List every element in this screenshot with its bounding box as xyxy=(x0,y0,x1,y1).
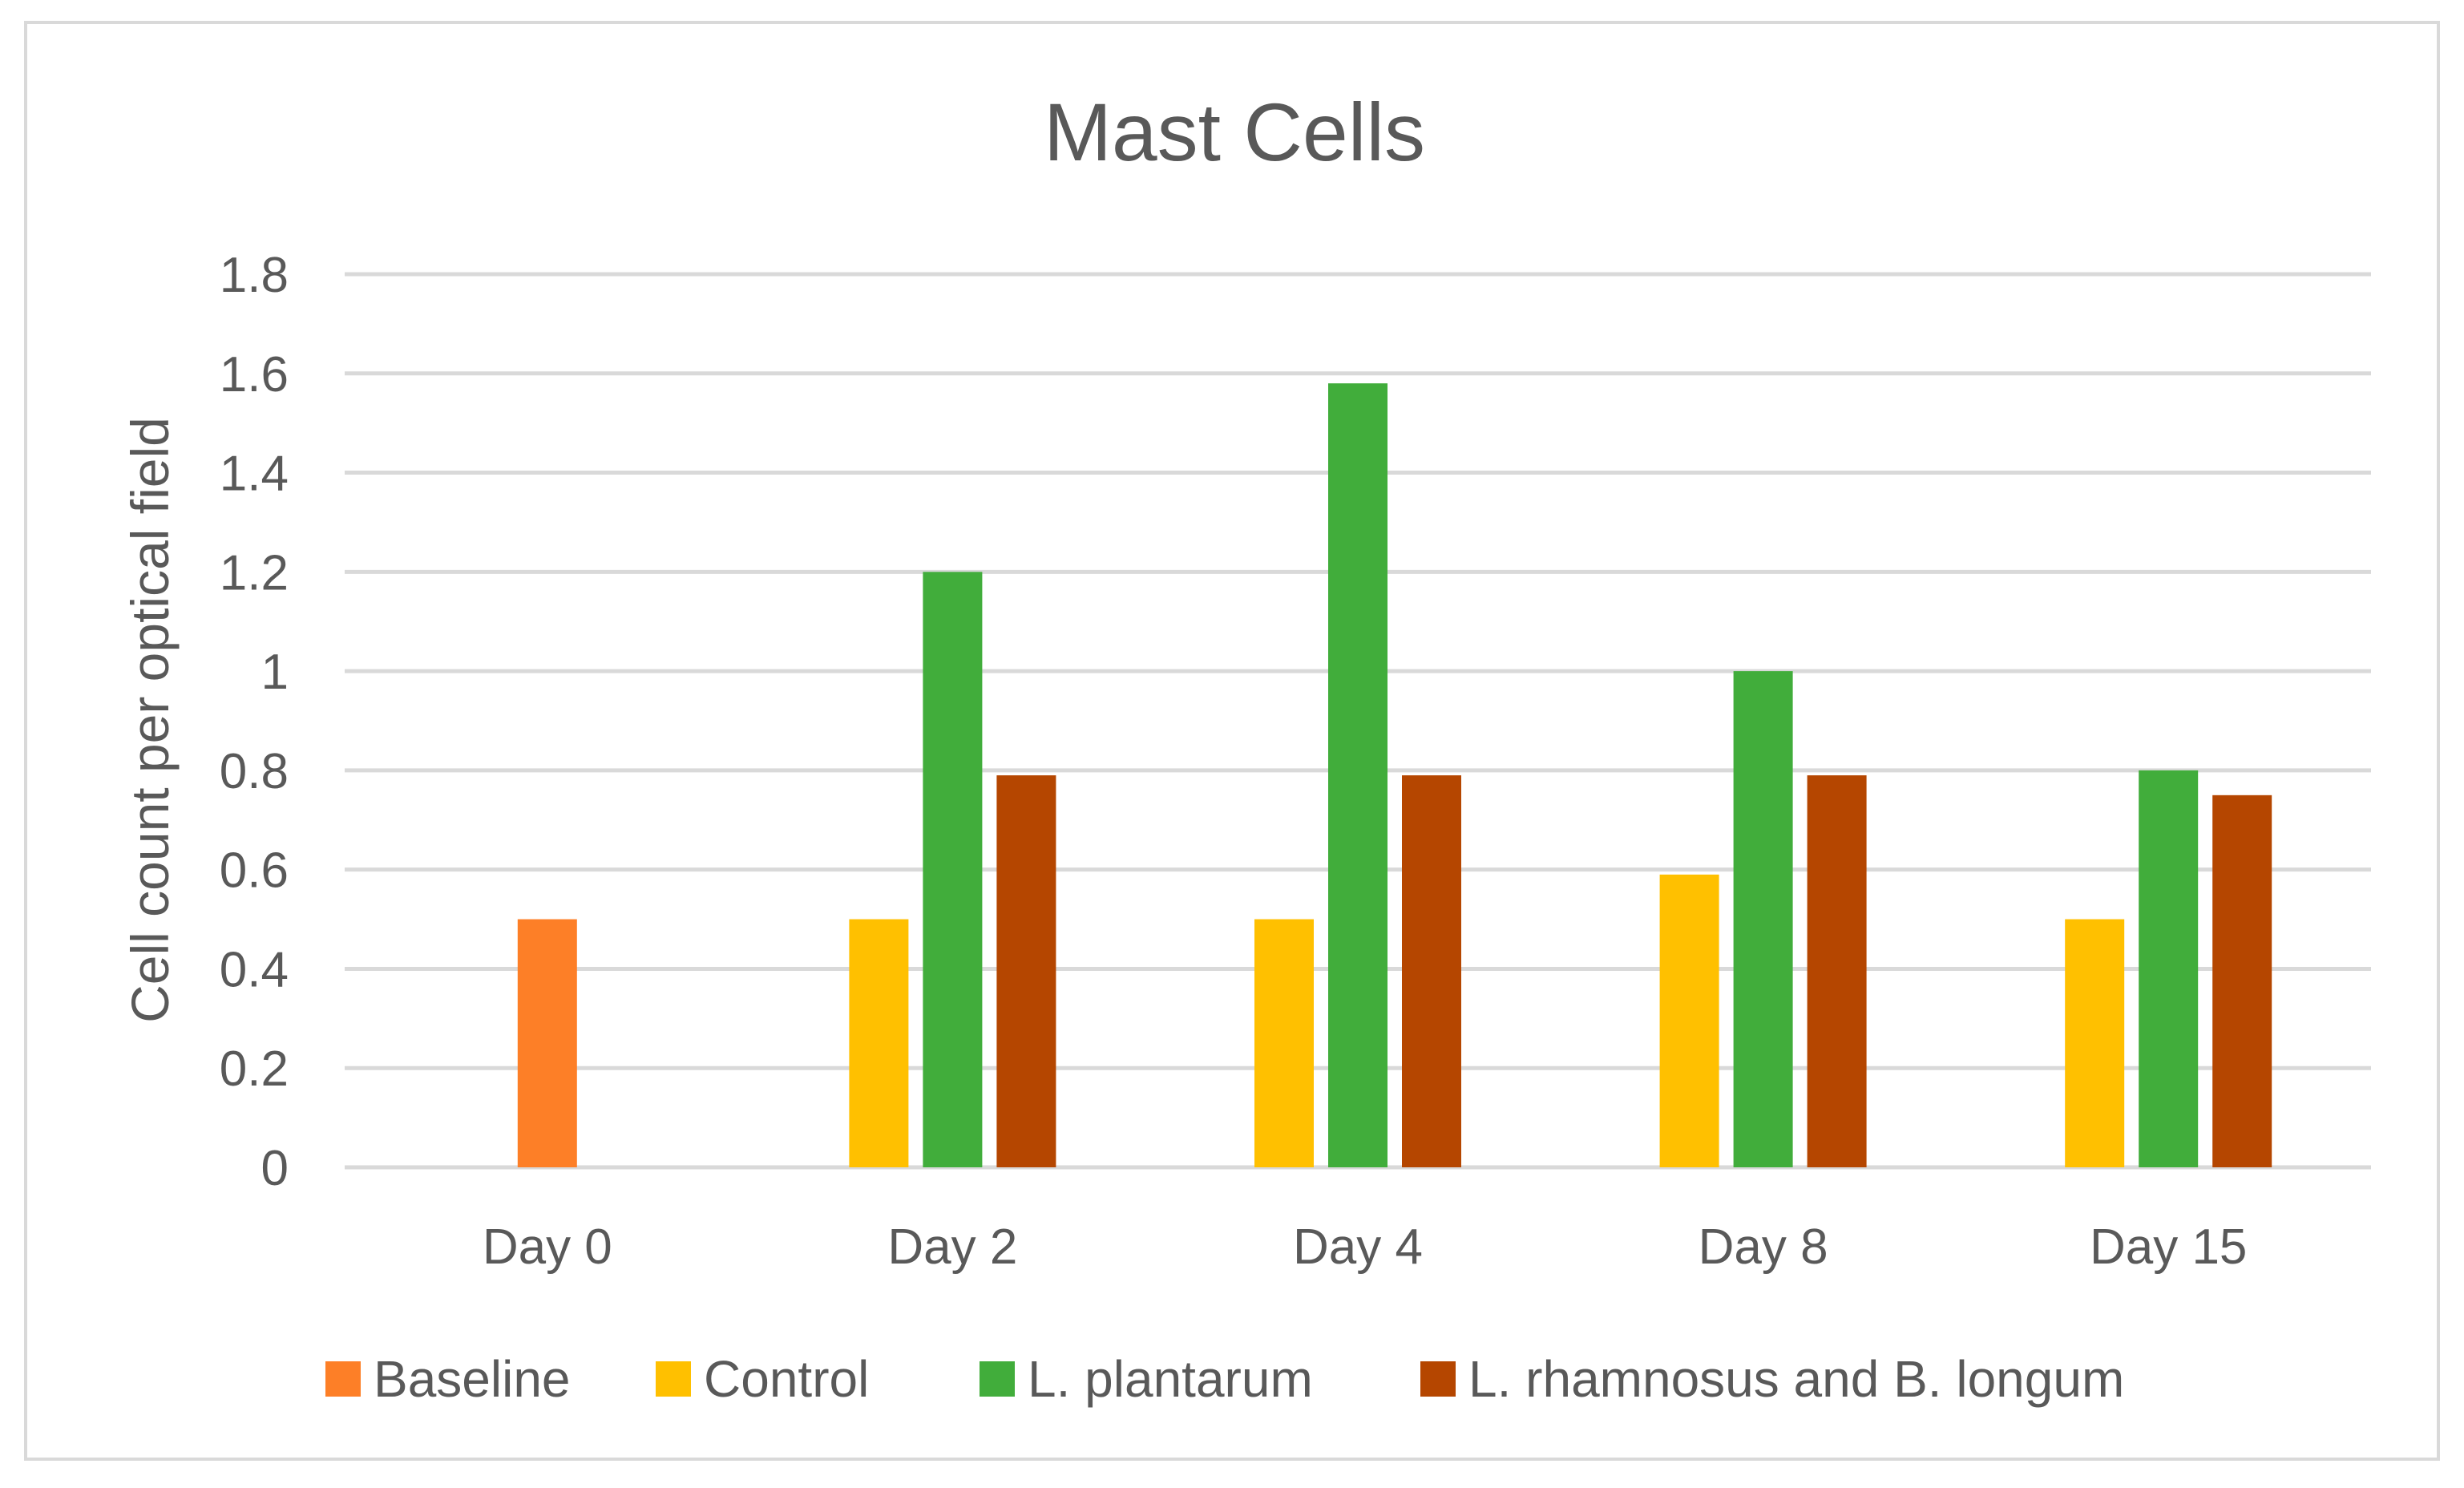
y-tick-label: 0.4 xyxy=(220,942,289,997)
y-axis-label: Cell count per optical field xyxy=(120,417,180,1023)
bar-l-rhamnosus-and-b-longum-day-2 xyxy=(996,775,1056,1167)
y-tick-label: 0.6 xyxy=(220,843,289,899)
legend-label: L. rhamnosus and B. longum xyxy=(1468,1350,2124,1408)
x-tick-label: Day 4 xyxy=(1293,1219,1423,1275)
x-axis-ticks: Day 0 Day 2 Day 4 Day 8 Day 15 xyxy=(483,1219,2248,1275)
bar-baseline-day-0 xyxy=(517,919,577,1167)
y-tick-label: 0.2 xyxy=(220,1041,289,1097)
bar-control-day-4 xyxy=(1254,919,1314,1167)
bar-control-day-2 xyxy=(849,919,909,1167)
chart-title: Mast Cells xyxy=(1044,87,1425,178)
legend-item: Baseline xyxy=(325,1350,571,1408)
chart-frame xyxy=(24,21,2440,1461)
legend-swatch xyxy=(980,1361,1015,1397)
x-tick-label: Day 15 xyxy=(2090,1219,2247,1275)
bars xyxy=(517,383,2272,1168)
legend-label: Baseline xyxy=(374,1350,571,1408)
bar-l-plantarum-day-15 xyxy=(2139,770,2199,1167)
legend-item: L. rhamnosus and B. longum xyxy=(1420,1350,2124,1408)
legend: Baseline Control L. plantarum L. rhamnosus … xyxy=(325,1350,2124,1408)
y-tick-label: 1.6 xyxy=(220,347,289,402)
x-tick-label: Day 8 xyxy=(1699,1219,1828,1275)
y-tick-label: 1.8 xyxy=(220,248,289,303)
y-tick-label: 1.4 xyxy=(220,447,289,502)
y-tick-label: 0.8 xyxy=(220,744,289,799)
y-tick-label: 1 xyxy=(261,645,289,700)
y-tick-label: 0 xyxy=(261,1141,289,1196)
x-tick-label: Day 2 xyxy=(887,1219,1017,1275)
gridlines xyxy=(345,272,2371,1170)
legend-swatch xyxy=(325,1361,361,1397)
x-tick-label: Day 0 xyxy=(483,1219,612,1275)
bar-l-plantarum-day-2 xyxy=(923,572,983,1167)
bar-l-plantarum-day-4 xyxy=(1328,383,1388,1168)
legend-swatch xyxy=(1420,1361,1456,1397)
y-tick-label: 1.2 xyxy=(220,545,289,600)
bar-l-rhamnosus-and-b-longum-day-4 xyxy=(1402,775,1461,1167)
legend-item: L. plantarum xyxy=(980,1350,1313,1408)
legend-label: L. plantarum xyxy=(1028,1350,1313,1408)
bar-l-rhamnosus-and-b-longum-day-8 xyxy=(1807,775,1867,1167)
bar-control-day-15 xyxy=(2065,919,2125,1167)
legend-swatch xyxy=(656,1361,691,1397)
bar-l-plantarum-day-8 xyxy=(1733,671,1793,1167)
y-axis-ticks: 0 0.2 0.4 0.6 0.8 1 1.2 1.4 1.6 1.8 xyxy=(220,248,289,1196)
legend-label: Control xyxy=(704,1350,869,1408)
legend-item: Control xyxy=(656,1350,869,1408)
bar-l-rhamnosus-and-b-longum-day-15 xyxy=(2212,795,2272,1167)
bar-control-day-8 xyxy=(1659,874,1719,1167)
